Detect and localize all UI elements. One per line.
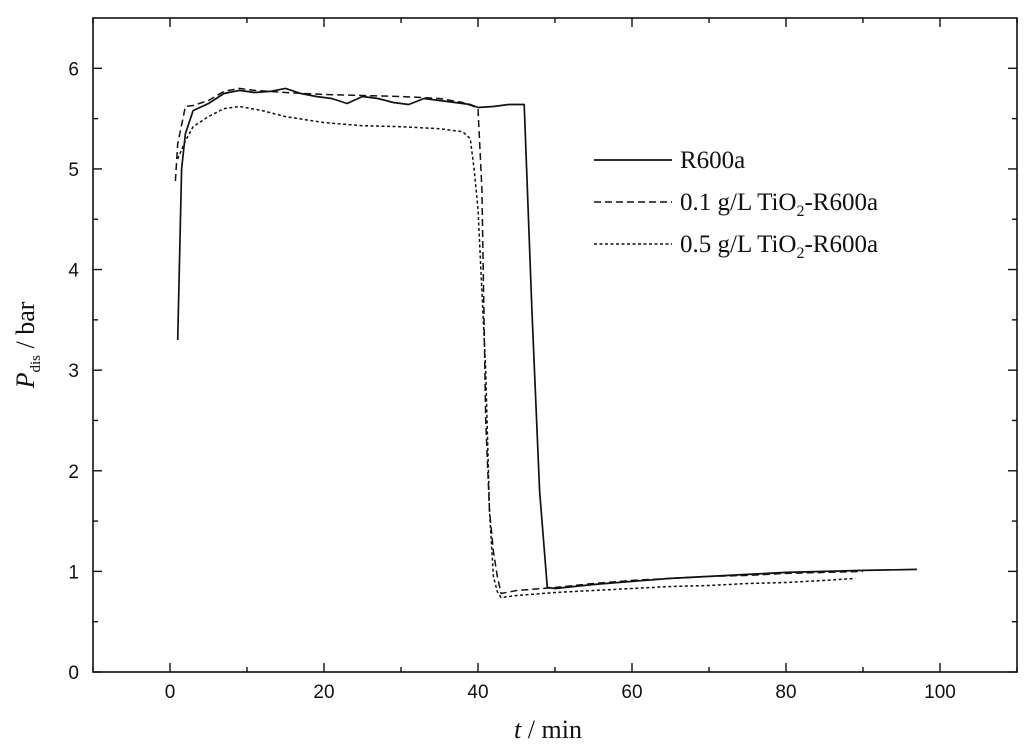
y-tick-label: 2 bbox=[68, 462, 79, 483]
x-tick-label: 80 bbox=[775, 682, 796, 703]
series-line-2 bbox=[174, 87, 864, 595]
tick-marks bbox=[92, 18, 1018, 673]
plot-frame bbox=[92, 17, 1018, 673]
y-tick-label: 0 bbox=[68, 663, 79, 684]
legend-label-3: 0.5 g/L TiO2-R600a bbox=[680, 231, 878, 262]
y-tick-label: 6 bbox=[68, 59, 79, 80]
y-tick-label: 1 bbox=[68, 562, 79, 583]
x-tick-label: 60 bbox=[621, 682, 642, 703]
legend-label-1: R600a bbox=[680, 147, 745, 174]
series-line-1 bbox=[176, 87, 917, 590]
x-tick-label: 40 bbox=[467, 682, 488, 703]
y-axis-title: Pdis / bar bbox=[11, 301, 44, 389]
series-lines bbox=[174, 87, 917, 599]
x-tick-label: 20 bbox=[313, 682, 334, 703]
y-tick-label: 3 bbox=[68, 361, 79, 382]
x-tick-label: 100 bbox=[924, 682, 956, 703]
x-axis-title: t / min bbox=[514, 715, 582, 744]
legend-label-2: 0.1 g/L TiO2-R600a bbox=[680, 189, 878, 220]
tick-labels: 0 20 40 60 80 100 0 1 2 3 4 5 6 bbox=[68, 59, 955, 703]
y-tick-label: 5 bbox=[68, 160, 79, 181]
legend: R600a 0.1 g/L TiO2-R600a 0.5 g/L TiO2-R600… bbox=[594, 147, 878, 262]
y-tick-label: 4 bbox=[68, 261, 79, 282]
x-tick-label: 0 bbox=[165, 682, 176, 703]
series-line-3 bbox=[177, 105, 856, 599]
